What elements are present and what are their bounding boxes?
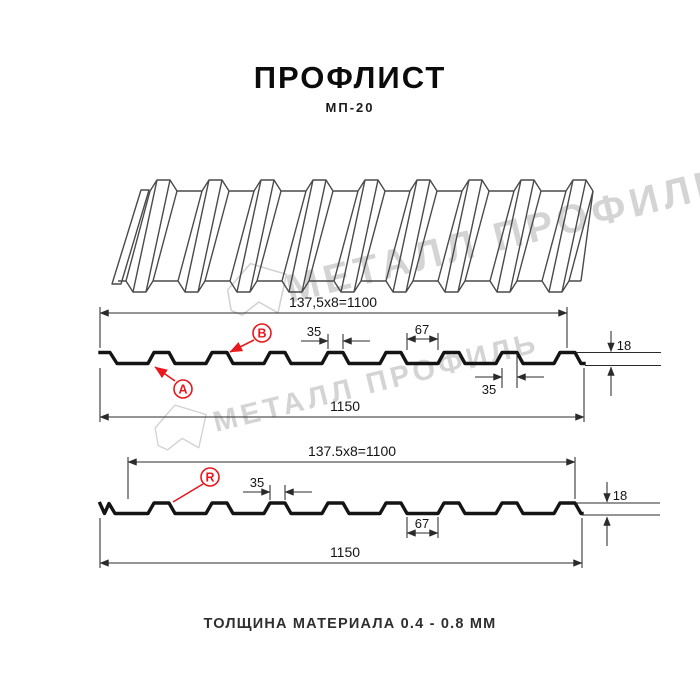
dim-module-width: 137,5x8=1100 <box>289 294 377 310</box>
label-b: B <box>257 327 266 341</box>
dim-rib-base-width: 67 <box>415 322 429 337</box>
dim-rib-top-width: 35 <box>307 324 321 339</box>
profile-section-ab: 137,5x8=1100 35 67 35 18 <box>100 294 661 422</box>
brand-logo-icon <box>155 405 206 450</box>
profile-outline-reverse <box>100 503 582 514</box>
dim-rib-top-width-r: 35 <box>250 475 264 490</box>
dim-rib-base-width-r: 67 <box>415 516 429 531</box>
dim-module-width-r: 137.5x8=1100 <box>308 443 396 459</box>
dim-profile-height-r: 18 <box>613 488 627 503</box>
watermark-text-upper: МЕТАЛЛ ПРОФИЛЬ <box>282 159 700 312</box>
technical-drawing: МЕТАЛЛ ПРОФИЛЬ МЕТАЛЛ ПРОФИЛЬ 137,5x8=11… <box>0 0 700 700</box>
dim-overall-width: 1150 <box>330 398 360 414</box>
dim-overall-width-r: 1150 <box>330 544 360 560</box>
dim-profile-height: 18 <box>617 338 631 353</box>
label-r: R <box>205 471 214 485</box>
dim-rib-bottom-width: 35 <box>482 382 496 397</box>
material-thickness-note: ТОЛЩИНА МАТЕРИАЛА 0.4 - 0.8 ММ <box>0 616 700 632</box>
page: ПРОФЛИСТ МП-20 МЕТАЛЛ ПРОФИЛЬ МЕТАЛЛ ПРО… <box>0 0 700 700</box>
label-a: A <box>178 383 187 397</box>
brand-logo-icon <box>228 264 287 316</box>
profile-section-r: 137.5x8=1100 35 67 18 1150 <box>100 443 660 568</box>
